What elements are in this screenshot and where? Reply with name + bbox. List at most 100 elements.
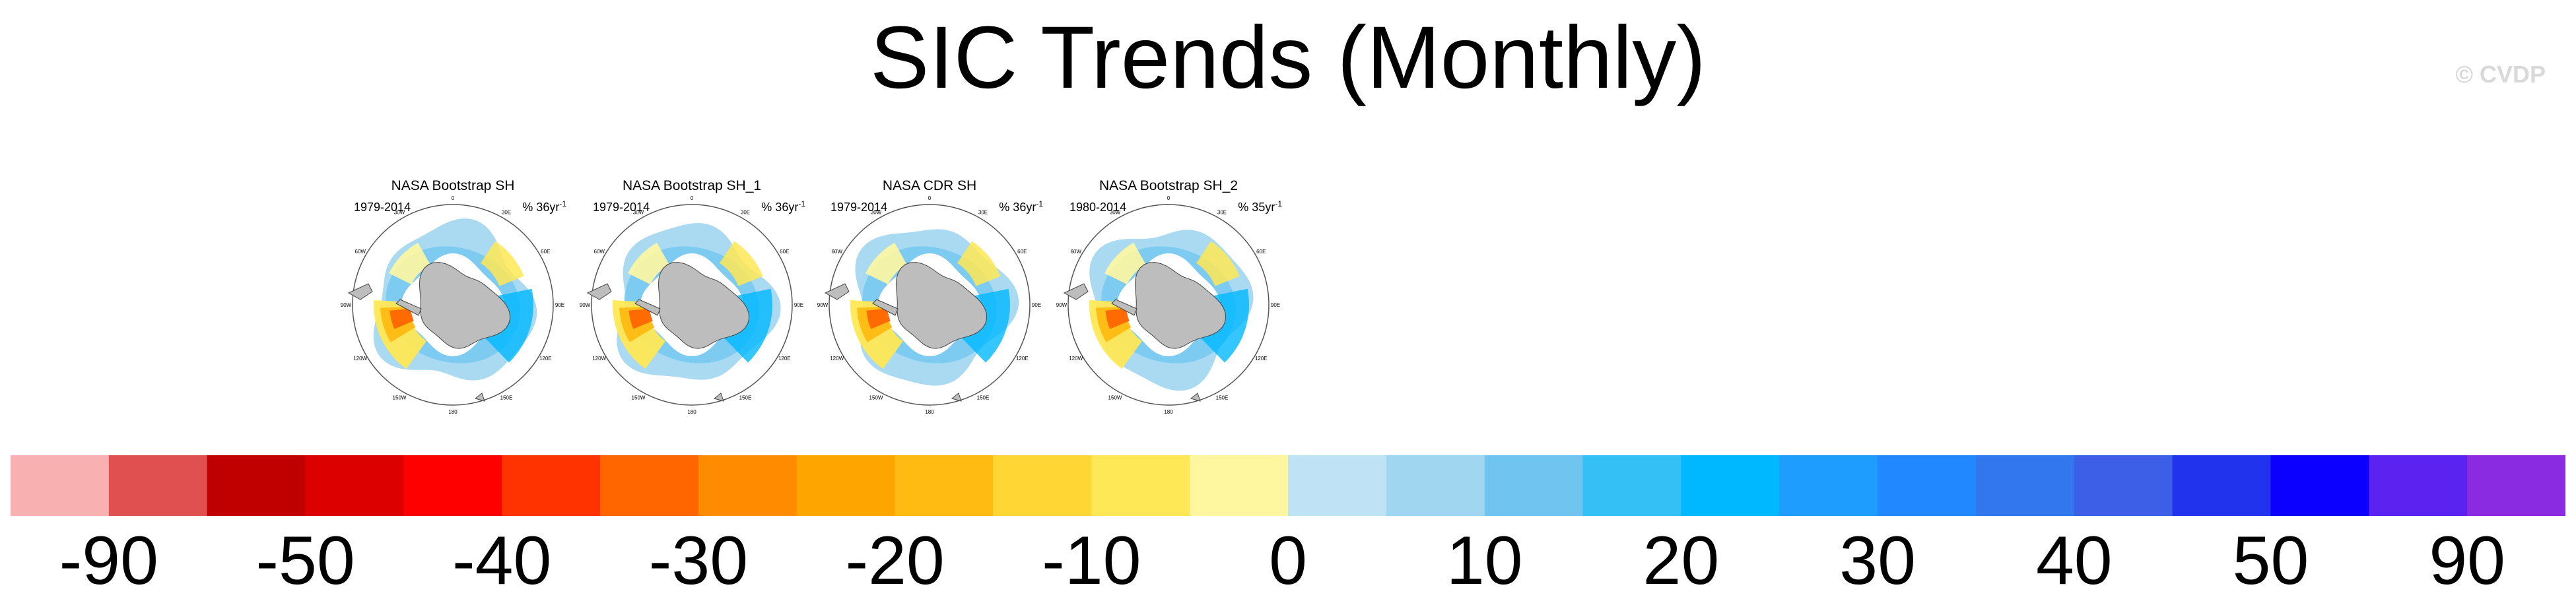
longitude-label: 30W	[1110, 210, 1121, 216]
colorbar-box	[108, 455, 208, 516]
ice-band-peninsula	[390, 308, 414, 329]
longitude-label: 180	[448, 409, 458, 415]
longitude-label: 0	[452, 195, 455, 201]
panel-units-text: % 35yr	[1238, 201, 1275, 214]
longitude-label: 30W	[394, 210, 405, 216]
longitude-label: 150E	[1216, 395, 1229, 400]
panel-units: % 36yr-1	[522, 199, 566, 214]
colorbar-tick-label: -30	[648, 523, 749, 599]
colorbar-tick-label: -90	[59, 523, 158, 599]
longitude-label: 90E	[555, 302, 564, 308]
longitude-label: 120W	[830, 356, 844, 362]
longitude-label: 30E	[741, 210, 750, 216]
antarctic-peninsula	[634, 299, 661, 316]
colorbar-boxes	[11, 455, 2565, 516]
longitude-label: 90W	[817, 302, 829, 308]
new-zealand	[474, 393, 485, 402]
ice-band-weddell	[389, 242, 430, 284]
longitude-label: 30W	[871, 210, 882, 216]
longitude-label: 150W	[632, 395, 646, 400]
longitude-label: 60E	[541, 249, 550, 255]
south-america-tip	[586, 283, 612, 300]
antarctic-peninsula	[395, 299, 422, 316]
antarctica-landmass	[658, 262, 750, 349]
ice-band-weddell	[1104, 242, 1146, 284]
colorbar-box	[2270, 455, 2369, 516]
longitude-label: 60W	[355, 249, 366, 255]
panel-units-exponent: -1	[1036, 199, 1043, 208]
longitude-label: 150E	[977, 395, 990, 400]
longitude-label: 30W	[633, 210, 644, 216]
copyright-watermark: © CVDP	[2455, 61, 2546, 88]
longitude-label: 120E	[539, 356, 552, 362]
polar-map: 0 30E 60E 90E 120E 150E 180 150W 120W 90W 60W 30W	[817, 195, 1041, 415]
antarctic-peninsula	[872, 299, 898, 316]
ice-band-ross	[961, 288, 1010, 363]
longitude-label: 0	[928, 195, 932, 201]
ice-band-ross	[1200, 288, 1249, 363]
panel-units-exponent: -1	[559, 199, 566, 208]
colorbar-tick-label: 20	[1643, 523, 1720, 599]
longitude-label: 150W	[869, 395, 883, 400]
longitude-label: 90W	[341, 302, 352, 308]
ice-band-weddell	[628, 242, 669, 284]
ice-band-weddell	[865, 242, 907, 284]
ice-band-ross	[485, 288, 533, 363]
longitude-label: 120E	[778, 356, 791, 362]
colorbar-box	[1288, 455, 1387, 516]
colorbar-box	[600, 455, 699, 516]
panel-title: NASA Bootstrap SH	[391, 178, 515, 193]
colorbar-box	[2369, 455, 2468, 516]
ice-band-indian	[481, 241, 524, 286]
longitude-label: 180	[1164, 409, 1173, 415]
longitude-label: 60W	[1070, 249, 1081, 255]
panel-title: NASA Bootstrap SH_1	[622, 178, 762, 193]
longitude-label: 150W	[1108, 395, 1122, 400]
longitude-label: 90E	[1032, 302, 1041, 308]
ice-band-indian	[1196, 241, 1240, 286]
panel-units: % 35yr-1	[1238, 199, 1282, 214]
colorbar-box	[796, 455, 896, 516]
longitude-label: 150E	[739, 395, 752, 400]
panel-units-text: % 36yr	[761, 201, 799, 214]
new-zealand	[713, 393, 724, 402]
panel-period: 1979-2014	[830, 201, 888, 214]
colorbar-box	[403, 455, 502, 516]
ice-band-peninsula	[1105, 308, 1130, 329]
longitude-label: 30E	[1217, 210, 1227, 216]
sea-ice-trend-field	[1089, 230, 1254, 391]
colorbar-box	[1091, 455, 1190, 516]
longitude-label: 60E	[1017, 249, 1027, 255]
colorbar-tick-label: -20	[845, 523, 945, 599]
polar-map: 0 30E 60E 90E 120E 150E 180 150W 120W 90W 60W 30W	[1056, 195, 1280, 415]
colorbar-tick-label: -40	[452, 523, 552, 599]
colorbar-box	[502, 455, 601, 516]
colorbar-tick-label: 30	[1839, 523, 1916, 599]
polar-map: 0 30E 60E 90E 120E 150E 180 150W 120W 90W 60W 30W	[341, 195, 564, 415]
antarctica-landmass	[1134, 262, 1227, 349]
longitude-label: 180	[687, 409, 696, 415]
panel-units: % 36yr-1	[999, 199, 1043, 214]
polar-map: 0 30E 60E 90E 120E 150E 180 150W 120W 90W 60W 30W	[580, 195, 803, 415]
figure-title: SIC Trends (Monthly)	[870, 9, 1706, 107]
colorbar-tick-label: 10	[1446, 523, 1523, 599]
ice-band-outer	[855, 229, 1019, 386]
longitude-label: 150E	[500, 395, 513, 400]
colorbar-box	[993, 455, 1092, 516]
colorbar	[11, 455, 2565, 516]
south-america-tip	[347, 283, 373, 300]
colorbar-box	[1878, 455, 1977, 516]
map-panel: NASA Bootstrap SH 1979-2014 % 36yr-1 0 30E 60…	[334, 173, 572, 418]
colorbar-box	[1582, 455, 1681, 516]
longitude-label: 150W	[393, 395, 407, 400]
south-america-tip	[1063, 283, 1089, 300]
ice-band-indian	[720, 241, 763, 286]
longitude-label: 90E	[794, 302, 803, 308]
longitude-label: 180	[925, 409, 934, 415]
colorbar-box	[2074, 455, 2173, 516]
panel-units-exponent: -1	[1275, 199, 1282, 208]
new-zealand	[951, 393, 962, 402]
map-panel: NASA Bootstrap SH_2 1980-2014 % 35yr-1 0 30E…	[1050, 173, 1287, 418]
panel-units-text: % 36yr	[999, 201, 1036, 214]
colorbar-box	[1975, 455, 2075, 516]
